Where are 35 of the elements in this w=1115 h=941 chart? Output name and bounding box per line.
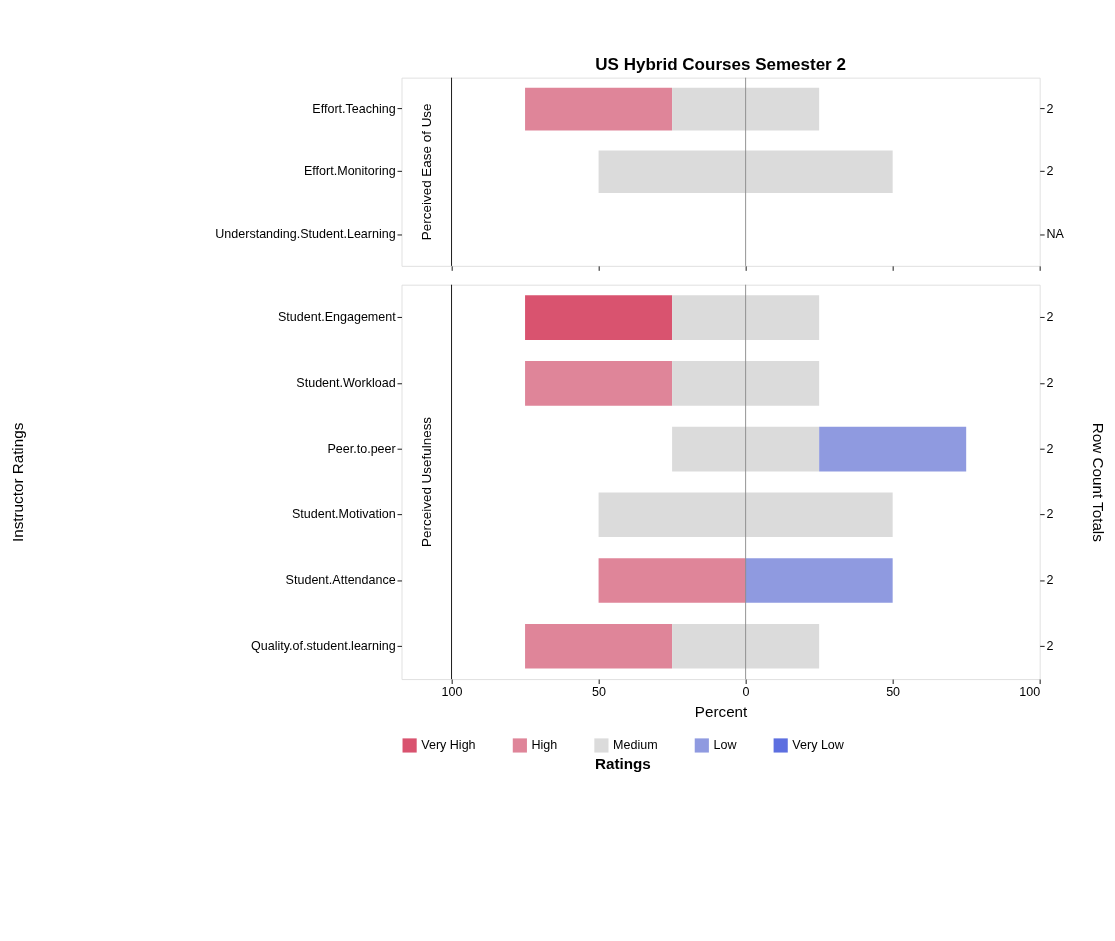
y-tick-label: Peer.to.peer [327, 441, 396, 456]
legend-label: Very Low [792, 738, 845, 753]
y2-axis-title: Row Count Totals [1089, 422, 1107, 543]
y-tick-label: Student.Motivation [291, 507, 396, 522]
chart-title: US Hybrid Courses Semester 2 [595, 55, 846, 75]
x-tick-label: 50 [886, 684, 901, 699]
y2-tick-label: 2 [1046, 164, 1054, 179]
x-tick-label: 0 [742, 684, 750, 699]
y2-tick-label: 2 [1046, 507, 1054, 522]
y2-tick-label: 2 [1046, 375, 1054, 390]
y-tick-label: Effort.Monitoring [304, 164, 396, 179]
x-tick-label: 100 [441, 684, 463, 699]
y2-tick-label: 2 [1046, 310, 1054, 325]
x-axis-title: Percent [694, 703, 749, 721]
y-axis-title: Instructor Ratings [9, 422, 27, 542]
legend-label: Very High [421, 738, 476, 753]
legend-label: Medium [613, 738, 658, 753]
annotation: Perceived Ease of Use [419, 103, 435, 241]
y-tick-label: Effort.Teaching [312, 101, 396, 116]
y2-tick-label: 2 [1046, 101, 1054, 116]
y-tick-label: Student.Attendance [285, 573, 396, 588]
legend-label: High [531, 738, 558, 753]
x-tick-label: 100 [1019, 684, 1041, 699]
y2-tick-label: 2 [1046, 638, 1054, 653]
y2-tick-label: 2 [1046, 441, 1054, 456]
y-tick-label: Understanding.Student.Learning [215, 227, 396, 242]
x-tick-label: 50 [592, 684, 607, 699]
legend-title: Ratings [595, 754, 651, 772]
y-tick-label: Student.Workload [296, 375, 396, 390]
y2-tick-label: NA [1046, 227, 1065, 242]
y2-tick-label: 2 [1046, 573, 1054, 588]
legend-label: Low [713, 738, 738, 753]
y-tick-label: Quality.of.student.learning [251, 638, 396, 653]
annotation: Perceived Usefulness [419, 416, 435, 547]
y-tick-label: Student.Engagement [277, 310, 397, 325]
